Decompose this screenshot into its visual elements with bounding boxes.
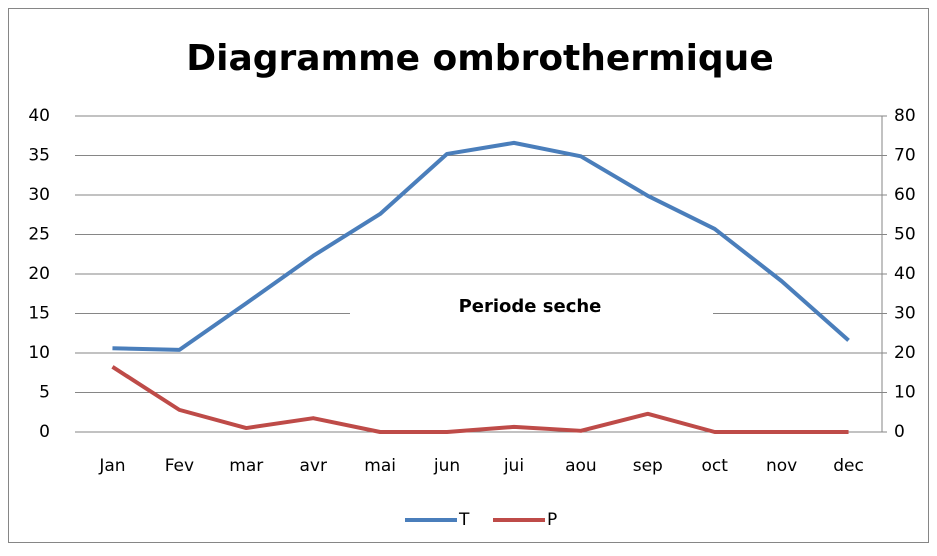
- y-tick-label: 25: [28, 225, 50, 245]
- x-tick-label: Jan: [98, 456, 125, 476]
- y2-tick-label: 20: [894, 343, 916, 363]
- x-tick-label: oct: [701, 456, 728, 476]
- x-tick-label: jun: [433, 456, 460, 476]
- y2-tick-label: 40: [894, 264, 916, 284]
- y-tick-label: 30: [28, 185, 50, 205]
- y-tick-label: 40: [28, 106, 50, 126]
- annotation-box: [350, 290, 713, 322]
- series-line: [112, 140, 850, 352]
- series-line: [111, 365, 849, 434]
- legend-label: T: [458, 510, 470, 530]
- x-tick-label: aou: [565, 456, 597, 476]
- chart-title: Diagramme ombrothermique: [186, 38, 773, 79]
- y-tick-label: 15: [28, 304, 50, 324]
- y2-tick-label: 80: [894, 106, 916, 126]
- x-tick-label: sep: [633, 456, 663, 476]
- y2-tick-label: 30: [894, 304, 916, 324]
- y2-tick-label: 70: [894, 146, 916, 166]
- y2-tick-label: 10: [894, 383, 916, 403]
- x-tick-label: dec: [833, 456, 864, 476]
- y-tick-label: 35: [28, 146, 50, 166]
- legend-label: P: [547, 510, 557, 530]
- y2-tick-label: 60: [894, 185, 916, 205]
- y2-tick-label: 50: [894, 225, 916, 245]
- y-tick-label: 10: [28, 343, 50, 363]
- x-tick-label: jui: [503, 456, 524, 476]
- x-tick-label: Fev: [165, 456, 194, 476]
- y-tick-label: 0: [39, 422, 50, 442]
- x-tick-label: nov: [766, 456, 797, 476]
- x-tick-label: mar: [229, 456, 263, 476]
- x-tick-label: mai: [364, 456, 396, 476]
- x-tick-label: avr: [299, 456, 326, 476]
- y-tick-label: 20: [28, 264, 50, 284]
- y-tick-label: 5: [39, 383, 50, 403]
- y2-tick-label: 0: [894, 422, 905, 442]
- annotation: Periode seche: [459, 296, 602, 317]
